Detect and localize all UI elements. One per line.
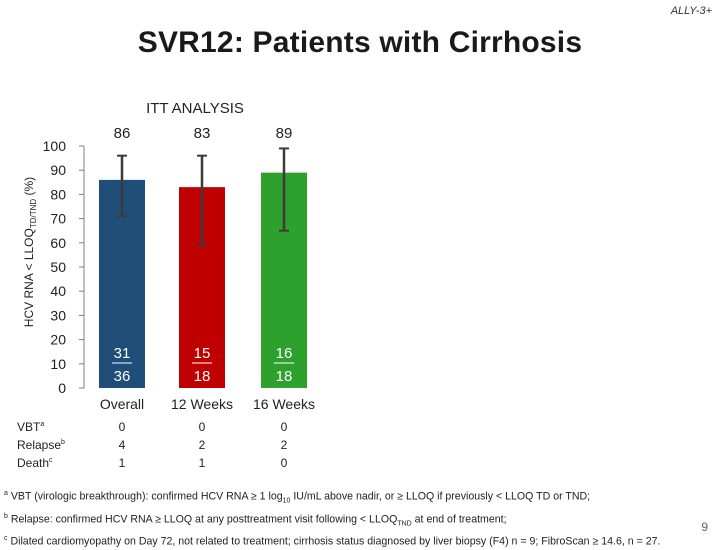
table-row-label-mark: a [40, 421, 45, 428]
footnotes: a VBT (virologic breakthrough): confirme… [4, 486, 660, 550]
table-cell: 1 [198, 456, 206, 470]
bars: 86 31 36 Overall 83 15 18 12 Weeks 89 16 18 16 Week… [99, 125, 315, 412]
footnote-b: b Relapse: confirmed HCV RNA ≥ LLOQ at a… [4, 509, 660, 532]
footnote-a-text-2: IU/mL above nadir, or ≥ LLOQ if previous… [290, 490, 591, 503]
x-category-label: 16 Weeks [253, 396, 315, 412]
footnote-b-mark: b [4, 512, 8, 520]
y-axis-label-suffix: (%) [22, 177, 36, 199]
footnote-c-mark: c [4, 535, 8, 543]
footnote-b-text-2: at end of treatment; [411, 513, 507, 526]
y-tick-label: 60 [50, 235, 66, 251]
table-cell: 0 [280, 420, 288, 434]
footnote-b-sub: TND [397, 520, 412, 528]
footnote-a-mark: a [4, 490, 8, 497]
y-tick-label: 20 [50, 332, 66, 348]
table-row-label-text: Death [17, 456, 50, 470]
table-row-label-text: Relapse [17, 438, 62, 452]
table-row-label-mark: b [61, 439, 65, 446]
bar-numerator: 31 [114, 345, 131, 362]
y-tick-label: 70 [50, 211, 66, 227]
page-number: 9 [701, 520, 708, 534]
chart-subtitle: ITT ANALYSIS [146, 100, 244, 117]
table-row-label-text: VBT [17, 420, 41, 434]
svr12-bar-chart: ITT ANALYSIS HCV RNA < LLOQTD/TND (%) 0 1… [22, 100, 315, 412]
y-tick-label: 40 [50, 283, 66, 299]
table-cell: 0 [280, 456, 288, 470]
footnote-a: a VBT (virologic breakthrough): confirme… [4, 486, 660, 509]
slide-title: SVR12: Patients with Cirrhosis [137, 26, 583, 59]
bar-value-label: 83 [194, 125, 211, 142]
table-cell: 1 [118, 456, 126, 470]
y-tick-label: 0 [58, 380, 66, 396]
y-tick-label: 50 [50, 259, 66, 275]
footnote-b-text-1: Relapse: confirmed HCV RNA ≥ LLOQ at any… [7, 513, 398, 526]
y-axis: 0 10 20 30 40 50 60 70 80 90 100 [43, 138, 85, 396]
x-category-label: Overall [100, 396, 144, 412]
table-row-label-mark: c [49, 457, 53, 464]
y-tick-label: 80 [50, 186, 66, 202]
bar-value-label: 86 [114, 125, 131, 142]
y-axis-label: HCV RNA < LLOQTD/TND (%) [22, 177, 38, 327]
y-tick-label: 30 [50, 307, 66, 323]
table-row-label: Relapseb [17, 438, 65, 452]
table-cell: 0 [198, 420, 206, 434]
table-cell: 0 [118, 420, 126, 434]
bar-numerator: 16 [276, 345, 293, 362]
y-tick-label: 90 [50, 162, 66, 178]
footnote-c-text: Dilated cardiomyopathy on Day 72, not re… [7, 535, 661, 548]
bar-denominator: 36 [114, 368, 131, 385]
bar-denominator: 18 [276, 368, 293, 385]
footnote-a-text-1: VBT (virologic breakthrough): confirmed … [7, 490, 283, 503]
y-tick-label: 100 [43, 138, 67, 154]
table-row-label: VBTa [17, 420, 44, 434]
y-axis-label-sub: TD/TND [29, 199, 38, 229]
study-tag: ALLY-3+ [670, 5, 712, 17]
footnote-c: c Dilated cardiomyopathy on Day 72, not … [4, 531, 660, 550]
table-cell: 2 [280, 438, 288, 452]
bar-numerator: 15 [194, 345, 211, 362]
footnote-a-sub: 10 [282, 497, 291, 505]
y-tick-label: 10 [50, 356, 66, 372]
x-category-label: 12 Weeks [171, 396, 233, 412]
table-cell: 2 [198, 438, 206, 452]
y-axis-label-main: HCV RNA < LLOQ [22, 228, 36, 327]
table-row-label: Deathc [17, 456, 53, 470]
table-cell: 4 [118, 438, 126, 452]
bar-value-label: 89 [276, 125, 293, 142]
bar-denominator: 18 [194, 368, 211, 385]
